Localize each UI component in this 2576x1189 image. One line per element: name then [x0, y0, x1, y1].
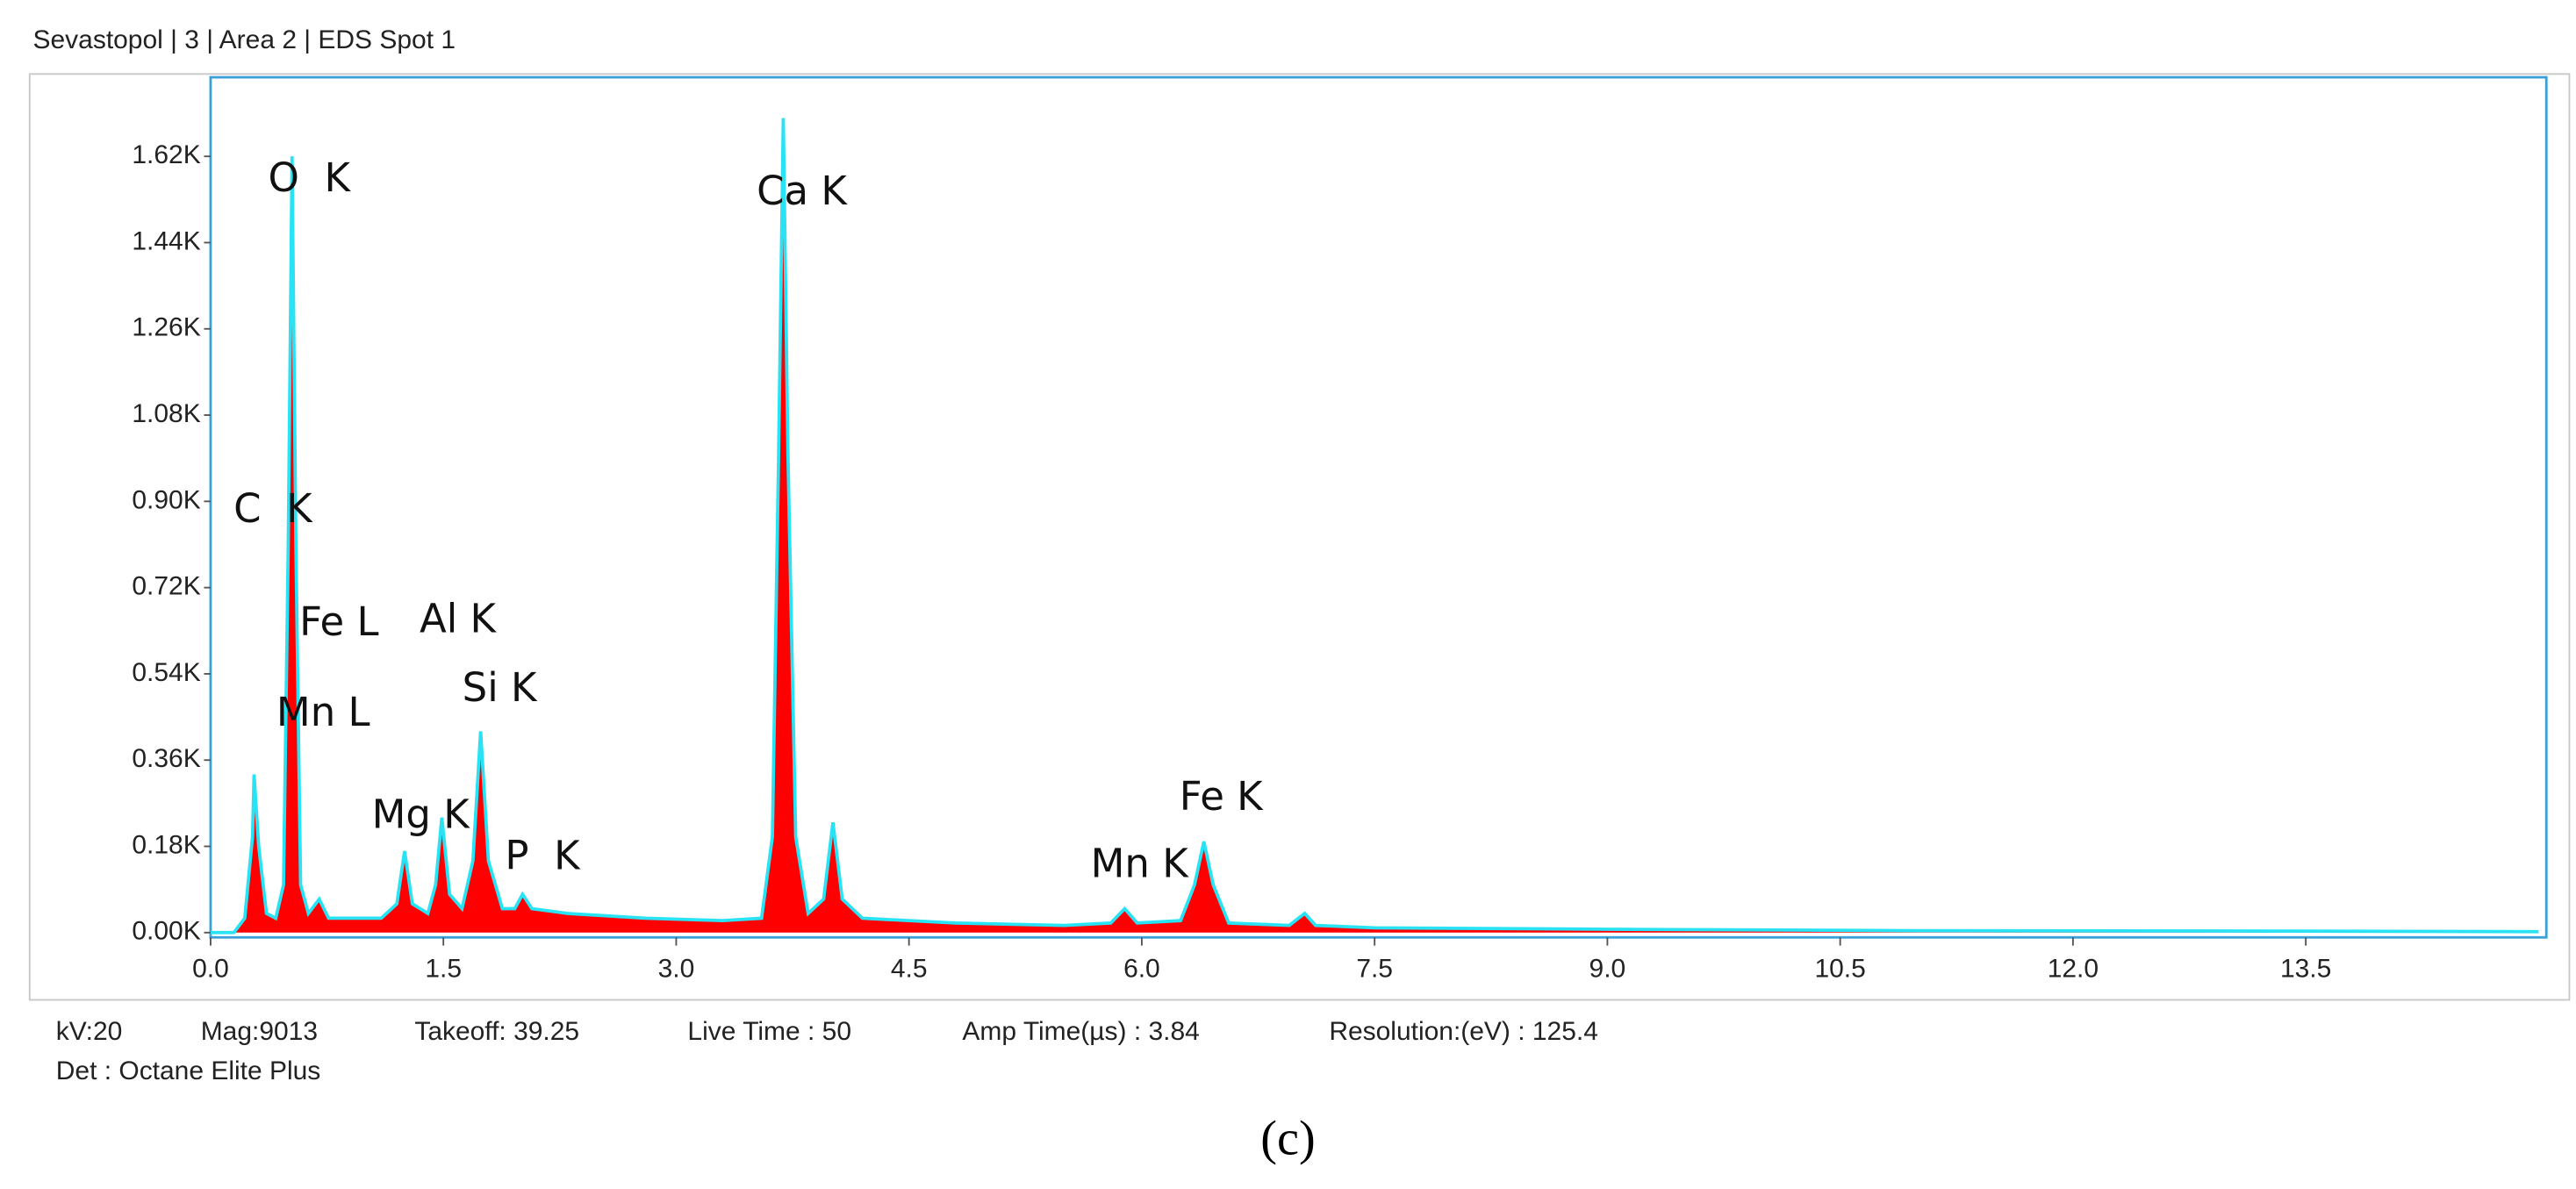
- peak-label: Fe K: [1180, 773, 1264, 820]
- x-tick-label: 7.5: [1356, 955, 1393, 984]
- y-tick-label: 0.72K: [132, 572, 200, 601]
- x-tick-label: 4.5: [891, 955, 928, 984]
- x-tick-label: 12.0: [2048, 955, 2099, 984]
- caption: (c): [1260, 1111, 1315, 1165]
- peak-label: C K: [233, 485, 313, 532]
- y-tick-label: 0.36K: [132, 744, 200, 773]
- spectrum-line: [210, 118, 2539, 935]
- peak-label: Mn K: [1091, 841, 1190, 887]
- plot-frame: [209, 75, 2548, 939]
- acquisition-info: Resolution:(eV) : 125.4: [1329, 1017, 1598, 1046]
- y-tick-label: 0.18K: [132, 830, 200, 859]
- peak-label: Mg K: [372, 791, 471, 837]
- peak-label: Si K: [463, 664, 538, 711]
- peak-label: P K: [505, 832, 581, 878]
- y-tick-label: 1.26K: [132, 313, 200, 342]
- y-tick-label: 1.62K: [132, 140, 200, 169]
- y-tick-label: 0.90K: [132, 485, 200, 514]
- outer-frame: [28, 73, 2571, 1001]
- x-tick-label: 10.5: [1814, 955, 1865, 984]
- x-tick-label: 9.0: [1589, 955, 1626, 984]
- acquisition-info: Amp Time(µs) : 3.84: [962, 1017, 1199, 1046]
- acquisition-info: kV:20: [56, 1017, 123, 1046]
- acquisition-info: Live Time : 50: [687, 1017, 851, 1046]
- y-tick-label: 1.08K: [132, 399, 200, 428]
- y-tick-label: 1.44K: [132, 226, 200, 255]
- peak-label: Mn L: [276, 689, 370, 735]
- y-tick-label: 0.54K: [132, 658, 200, 687]
- peak-label: Al K: [420, 595, 498, 641]
- peak-label: O K: [269, 154, 352, 201]
- x-tick-label: 6.0: [1123, 955, 1160, 984]
- x-tick-label: 13.5: [2280, 955, 2331, 984]
- x-tick-label: 0.0: [192, 955, 229, 984]
- peak-label: Fe L: [299, 598, 378, 645]
- peak-label: Ca K: [757, 168, 848, 214]
- detector: Det : Octane Elite Plus: [56, 1056, 321, 1085]
- y-tick-label: 0.00K: [132, 917, 200, 946]
- chart-title: Sevastopol | 3 | Area 2 | EDS Spot 1: [33, 25, 456, 54]
- acquisition-info: Takeoff: 39.25: [414, 1017, 579, 1046]
- x-tick-label: 1.5: [425, 955, 462, 984]
- acquisition-info: Mag:9013: [201, 1017, 318, 1046]
- x-tick-label: 3.0: [658, 955, 695, 984]
